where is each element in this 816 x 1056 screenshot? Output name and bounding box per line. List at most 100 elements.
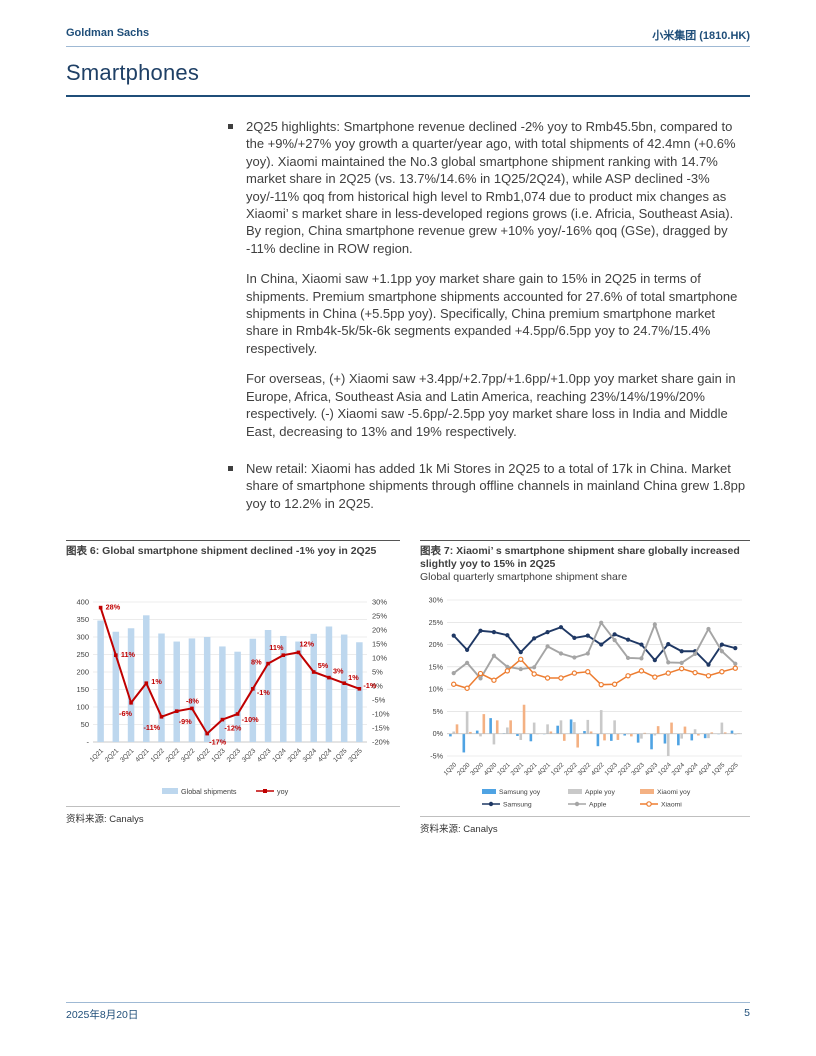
apple-yoy-bars — [452, 710, 737, 756]
page-title: Smartphones — [66, 60, 200, 85]
x-axis-tick: 2Q24 — [287, 747, 304, 764]
exhibit-rule — [66, 540, 400, 541]
x-axis-tick: 2Q22 — [563, 761, 579, 777]
yoy-line: 28% 11% -6% 1% -11% -9% -8% -17% -12%-10% -1% 8% 11… — [98, 603, 377, 747]
x-axis-tick: 1Q23 — [210, 747, 227, 764]
x-axis-tick: 3Q21 — [523, 761, 539, 777]
legend-label: Global shipments — [181, 787, 237, 796]
body-text: 2Q25 highlights: Smartphone revenue decl… — [228, 118, 746, 525]
x-axis-tick: 4Q24 — [697, 761, 713, 777]
exhibit-7: 图表 7: Xiaomi’ s smartphone shipment shar… — [420, 540, 750, 835]
samsung-yoy-swatch — [482, 789, 496, 794]
yoy-data-label: 12% — [300, 639, 315, 648]
x-axis-tick: 4Q24 — [317, 747, 334, 764]
exhibit-6-title: 图表 6: Global smartphone shipment decline… — [66, 545, 377, 557]
yoy-data-label: 1% — [151, 677, 162, 686]
y-axis-tick: 0% — [433, 729, 444, 738]
paragraph: In China, Xiaomi saw +1.1pp yoy market s… — [246, 271, 738, 356]
yoy-data-label: 11% — [121, 650, 136, 659]
x-axis-tick: 1Q21 — [496, 761, 512, 777]
xiaomi-line — [451, 656, 738, 691]
paragraph-block: In China, Xiaomi saw +1.1pp yoy market s… — [246, 270, 746, 357]
apple-yoy-swatch — [568, 789, 582, 794]
footer-rule — [66, 1002, 750, 1003]
bullet-marker — [228, 465, 233, 471]
page-number: 5 — [744, 1007, 750, 1019]
bullet-item: New retail: Xiaomi has added 1k Mi Store… — [228, 460, 746, 512]
y-axis-tick: -5% — [430, 752, 443, 761]
legend-label: Xiaomi yoy — [657, 789, 691, 796]
x-axis-tick: 2Q24 — [670, 761, 686, 777]
header-rule — [66, 46, 750, 47]
right-axis-tick: -15% — [372, 724, 390, 733]
exhibit-7-subtitle: Global quarterly smartphone shipment sha… — [420, 571, 628, 583]
x-axis-tick: 2Q21 — [510, 761, 526, 777]
x-axis-tick: 4Q23 — [644, 761, 660, 777]
left-axis-tick: - — [87, 738, 90, 747]
x-axis-tick: 1Q22 — [550, 761, 566, 777]
right-axis-tick: 20% — [372, 626, 387, 635]
source-rule — [420, 816, 750, 817]
yoy-data-label: 1% — [348, 673, 359, 682]
y-axis-tick: 10% — [429, 685, 444, 694]
x-axis-tick: 1Q21 — [89, 747, 106, 764]
yoy-data-label: -11% — [144, 723, 161, 732]
legend: Samsung yoy Apple yoy Xiaomi yoy Samsung App… — [482, 789, 691, 809]
right-axis-tick: -20% — [372, 738, 390, 747]
x-axis-tick: 2Q22 — [165, 747, 182, 764]
left-axis-tick: 100 — [76, 703, 89, 712]
right-axis-tick: 0% — [372, 682, 383, 691]
global-shipments-swatch — [162, 788, 178, 794]
y-axis-tick: 25% — [429, 618, 444, 627]
left-axis-tick: 200 — [76, 668, 89, 677]
xiaomi-yoy-bars — [455, 704, 740, 748]
x-axis-tick: 1Q24 — [271, 747, 288, 764]
x-axis-tick: 1Q23 — [603, 761, 619, 777]
x-axis-tick: 1Q20 — [442, 761, 458, 777]
exhibits-row: 图表 6: Global smartphone shipment decline… — [66, 540, 750, 835]
x-axis-tick: 2Q25 — [347, 747, 364, 764]
left-axis-tick: 150 — [76, 685, 89, 694]
bullet-marker — [228, 124, 233, 129]
shipment-share-chart: 30%25%20%15%10%5%0%-5%1Q202Q203Q204Q201Q… — [429, 596, 742, 809]
global-shipments-chart: 400 350 300 250 200 150 100 50 - 30% 25% 20% 15% 10% 5… — [76, 598, 390, 797]
x-axis-tick: 3Q24 — [684, 761, 700, 777]
exhibit-rule — [420, 540, 750, 541]
x-axis-tick: 1Q22 — [150, 747, 167, 764]
yoy-data-label: -1% — [363, 681, 376, 690]
yoy-data-label: -6% — [119, 709, 132, 718]
global-shipments-bars — [97, 615, 363, 742]
yoy-data-label: -9% — [179, 717, 192, 726]
page-footer: 2025年8月20日 5 — [66, 1007, 750, 1022]
legend-label: Samsung yoy — [499, 789, 541, 796]
legend-label: Xiaomi — [661, 802, 682, 809]
x-axis-tick: 1Q25 — [332, 747, 349, 764]
x-axis-tick: 2Q23 — [617, 761, 633, 777]
right-axis-tick: -5% — [372, 696, 386, 705]
yoy-data-label: 11% — [269, 643, 284, 652]
left-axis-tick: 50 — [81, 720, 89, 729]
legend-label: yoy — [277, 787, 289, 796]
y-axis-tick: 15% — [429, 662, 444, 671]
y-axis-tick: 5% — [433, 707, 444, 716]
report-date: 2025年8月20日 — [66, 1009, 139, 1021]
x-axis-tick: 4Q22 — [590, 761, 606, 777]
paragraph: For overseas, (+) Xiaomi saw +3.4pp/+2.7… — [246, 371, 736, 439]
yoy-data-label: -8% — [186, 696, 199, 705]
title-rule — [66, 95, 750, 97]
x-axis-tick: 3Q23 — [241, 747, 258, 764]
exhibit-7-title: 图表 7: Xiaomi’ s smartphone shipment shar… — [420, 545, 740, 570]
yoy-data-label: 3% — [333, 667, 344, 676]
x-axis-tick: 2Q21 — [104, 747, 121, 764]
right-axis-tick: 30% — [372, 598, 387, 607]
right-axis-tick: 10% — [372, 654, 387, 663]
x-axis-tick: 4Q21 — [134, 747, 151, 764]
right-axis-tick: 5% — [372, 668, 383, 677]
exhibit-7-source: 资料来源: Canalys — [420, 824, 498, 835]
y-axis-tick: 30% — [429, 596, 444, 605]
exhibit-7-head: 图表 7: Xiaomi’ s smartphone shipment shar… — [420, 541, 750, 592]
exhibit-6-head: 图表 6: Global smartphone shipment decline… — [66, 541, 400, 592]
legend-label: Apple — [589, 802, 607, 809]
x-axis-tick: 4Q21 — [536, 761, 552, 777]
